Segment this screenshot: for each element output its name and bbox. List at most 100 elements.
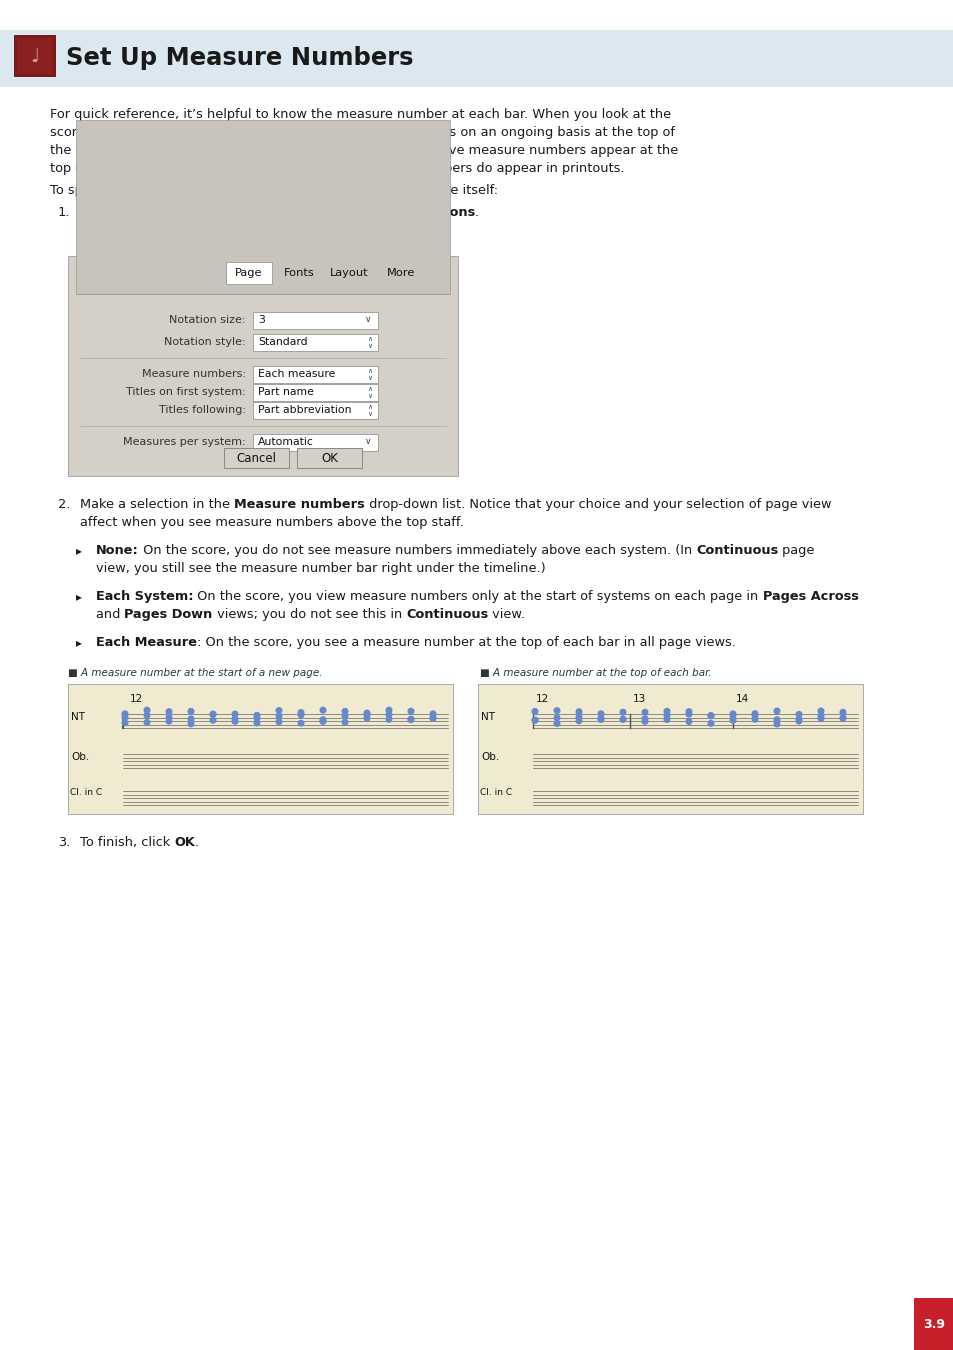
Bar — [0, 30, 953, 86]
Circle shape — [774, 709, 779, 714]
Circle shape — [342, 709, 348, 714]
Text: Measure numbers:: Measure numbers: — [142, 369, 246, 379]
Circle shape — [364, 711, 370, 717]
Text: ∧: ∧ — [367, 386, 373, 391]
Text: ■ A measure number at the top of each bar.: ■ A measure number at the top of each ba… — [479, 668, 711, 678]
Circle shape — [598, 716, 603, 721]
Bar — [253, 333, 377, 351]
Text: Titles following:: Titles following: — [159, 405, 246, 414]
Text: Page: Page — [235, 269, 262, 278]
Circle shape — [532, 709, 537, 714]
Bar — [477, 684, 862, 814]
Text: OK: OK — [321, 451, 337, 464]
Circle shape — [619, 717, 625, 722]
Text: Titles on first system:: Titles on first system: — [126, 387, 246, 397]
Text: ▸: ▸ — [76, 636, 82, 649]
Bar — [253, 366, 377, 383]
Text: Measures per system:: Measures per system: — [123, 437, 246, 447]
Bar — [68, 256, 457, 477]
Text: Part abbreviation: Part abbreviation — [257, 405, 351, 414]
Circle shape — [122, 711, 128, 717]
Text: For quick reference, it’s helpful to know the measure number at each bar. When y: For quick reference, it’s helpful to kno… — [50, 108, 670, 122]
Text: Cl. in C: Cl. in C — [479, 788, 512, 796]
Text: Standard: Standard — [257, 338, 307, 347]
Circle shape — [386, 707, 392, 713]
Text: On the score, you do not see measure numbers immediately above each system. (In: On the score, you do not see measure num… — [138, 544, 696, 558]
Text: ▸: ▸ — [76, 544, 82, 558]
Text: Cl. in C: Cl. in C — [70, 788, 102, 796]
Circle shape — [840, 716, 845, 721]
Text: affect when you see measure numbers above the top staff.: affect when you see measure numbers abov… — [80, 516, 463, 529]
Bar — [253, 383, 377, 401]
Text: To specify how you want to see measure numbers on the score itself:: To specify how you want to see measure n… — [50, 184, 497, 197]
Bar — [253, 312, 377, 329]
Text: To finish, click: To finish, click — [80, 836, 174, 849]
Bar — [76, 120, 450, 294]
Circle shape — [796, 717, 801, 722]
Circle shape — [210, 711, 215, 717]
Circle shape — [430, 711, 436, 717]
Circle shape — [298, 721, 303, 726]
Text: page: page — [778, 544, 814, 558]
Bar — [296, 448, 361, 468]
Circle shape — [729, 718, 735, 724]
Circle shape — [430, 716, 436, 721]
Circle shape — [408, 717, 414, 722]
Circle shape — [342, 713, 348, 718]
Text: 3.: 3. — [58, 836, 71, 849]
Text: Options: Options — [136, 225, 193, 239]
Text: ▸: ▸ — [76, 590, 82, 603]
Text: and: and — [96, 608, 125, 621]
Circle shape — [554, 716, 559, 721]
Bar — [226, 262, 272, 284]
Text: 14: 14 — [735, 694, 748, 703]
Circle shape — [232, 718, 237, 724]
Circle shape — [598, 711, 603, 717]
Circle shape — [532, 717, 537, 722]
Circle shape — [166, 714, 172, 721]
Bar — [224, 448, 289, 468]
Text: ∨: ∨ — [367, 393, 373, 400]
Text: .: . — [475, 207, 478, 219]
Text: 3.9: 3.9 — [923, 1318, 944, 1331]
Text: 3: 3 — [257, 315, 265, 325]
Circle shape — [619, 709, 625, 716]
Circle shape — [320, 717, 326, 722]
Text: Continuous: Continuous — [406, 608, 488, 621]
Text: Each Measure: Each Measure — [96, 636, 196, 649]
Circle shape — [663, 717, 669, 722]
Circle shape — [188, 721, 193, 726]
Bar — [17, 38, 53, 74]
Text: Fonts: Fonts — [283, 269, 314, 278]
Circle shape — [276, 713, 281, 718]
Text: » The: » The — [96, 225, 136, 239]
Circle shape — [685, 711, 691, 717]
Text: views; you do not see this in: views; you do not see this in — [213, 608, 406, 621]
Text: NT: NT — [480, 711, 495, 722]
Text: .: . — [195, 836, 199, 849]
Circle shape — [840, 716, 845, 721]
Circle shape — [166, 718, 172, 724]
Text: Ob.: Ob. — [71, 752, 90, 761]
Text: Automatic: Automatic — [257, 437, 314, 447]
Circle shape — [210, 717, 215, 724]
Circle shape — [576, 718, 581, 724]
Circle shape — [818, 709, 823, 714]
Text: view, you still see the measure number bar right under the timeline.): view, you still see the measure number b… — [96, 562, 545, 575]
Bar — [68, 684, 453, 814]
Text: Each measure: Each measure — [257, 369, 335, 379]
Text: top of the score. Unlike the measure-number bar, these numbers do appear in prin: top of the score. Unlike the measure-num… — [50, 162, 624, 176]
Circle shape — [663, 713, 669, 718]
Text: 13: 13 — [633, 694, 645, 703]
Circle shape — [364, 716, 370, 721]
Circle shape — [796, 711, 801, 717]
Circle shape — [232, 711, 237, 717]
Circle shape — [751, 711, 757, 717]
Circle shape — [210, 711, 215, 717]
Circle shape — [554, 707, 559, 713]
Bar — [253, 402, 377, 418]
Text: Go to the Menu Bar and select: Go to the Menu Bar and select — [80, 207, 281, 219]
Text: : On the score, you see a measure number at the top of each bar in all page view: : On the score, you see a measure number… — [196, 636, 735, 649]
Text: ∧: ∧ — [367, 336, 373, 342]
Text: ■ A measure number at the start of a new page.: ■ A measure number at the start of a new… — [68, 668, 322, 678]
